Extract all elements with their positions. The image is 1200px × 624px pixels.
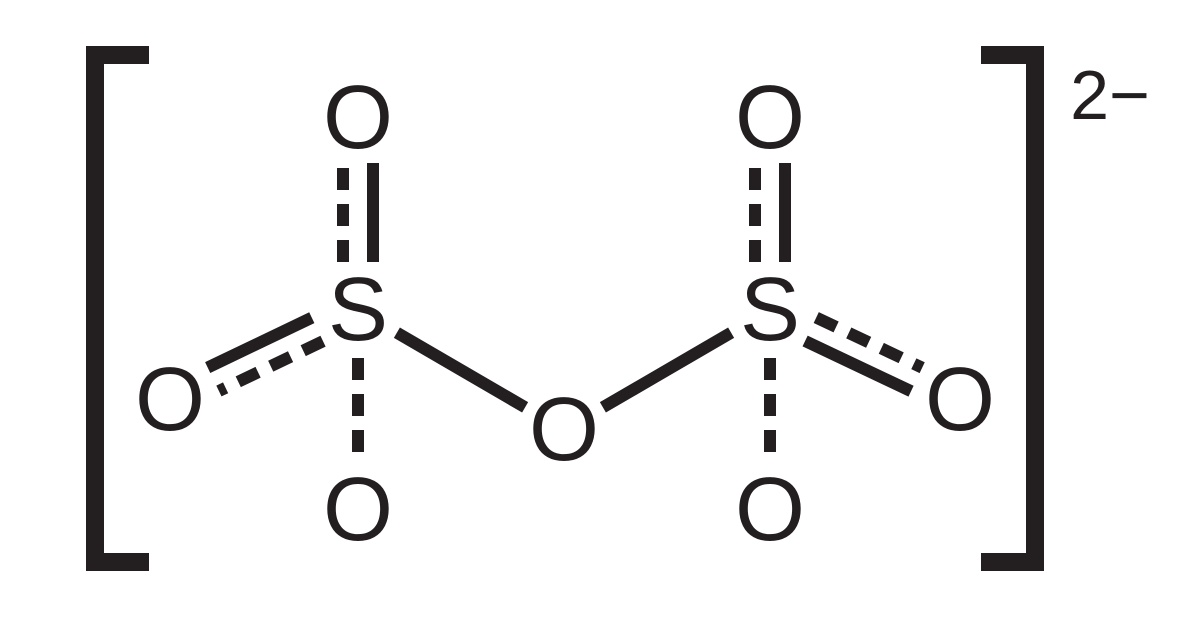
bracket-left — [95, 55, 140, 562]
atoms: SSOOOOOOO — [135, 68, 995, 560]
atom-Obridge: O — [529, 380, 599, 480]
atom-S2: S — [740, 260, 800, 360]
bracket-right — [990, 55, 1035, 562]
charge-label: 2− — [1070, 56, 1150, 134]
atom-O1bot: O — [323, 460, 393, 560]
bond-single — [603, 333, 731, 408]
atom-O1left: O — [135, 350, 205, 450]
atom-O2top: O — [735, 68, 805, 168]
atom-S1: S — [328, 260, 388, 360]
brackets — [95, 55, 1035, 562]
bond-double-solid — [208, 318, 312, 368]
molecule-diagram: SSOOOOOOO2− — [0, 0, 1200, 624]
bond-single — [397, 333, 525, 408]
atom-O2right: O — [925, 350, 995, 450]
atom-O1top: O — [323, 68, 393, 168]
atom-O2bot: O — [735, 460, 805, 560]
